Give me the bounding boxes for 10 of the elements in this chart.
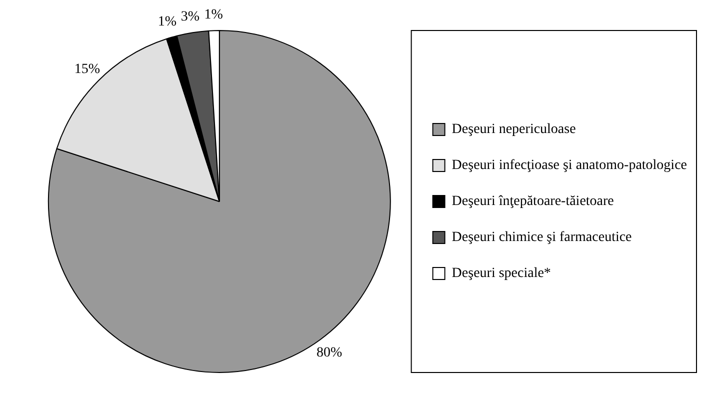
legend-label: Deşeuri nepericuloase — [452, 122, 576, 138]
legend-label: Deşeuri speciale* — [452, 266, 551, 282]
legend-label: Deşeuri chimice şi farmaceutice — [452, 230, 632, 246]
legend-label: Deşeuri infecţioase şi anatomo-patologice — [452, 158, 688, 174]
data-label: 80% — [316, 345, 342, 360]
data-label: 1% — [158, 14, 177, 30]
data-label: 1% — [204, 7, 224, 22]
legend-label: Deşeuri înţepătoare-tăietoare — [452, 194, 614, 210]
data-label: 15% — [74, 62, 100, 77]
data-label: 3% — [180, 9, 200, 24]
